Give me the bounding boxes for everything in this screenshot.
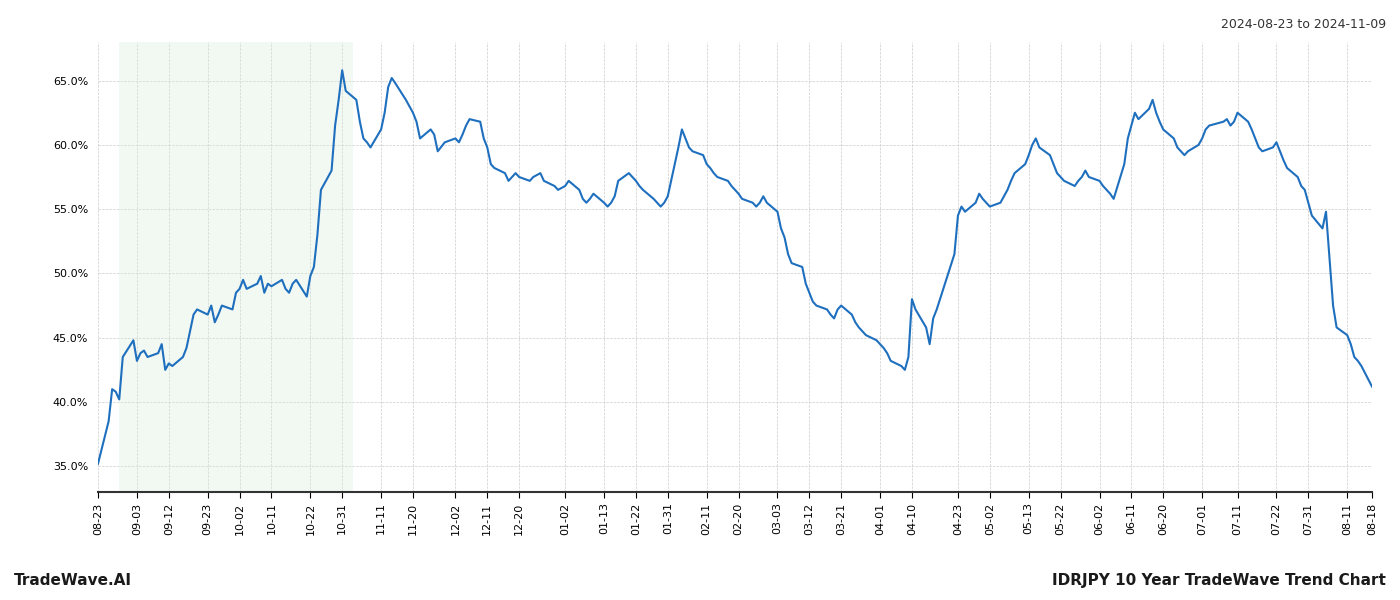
Text: 2024-08-23 to 2024-11-09: 2024-08-23 to 2024-11-09 [1221,18,1386,31]
Text: TradeWave.AI: TradeWave.AI [14,573,132,588]
Bar [119,42,353,492]
Text: IDRJPY 10 Year TradeWave Trend Chart: IDRJPY 10 Year TradeWave Trend Chart [1053,573,1386,588]
